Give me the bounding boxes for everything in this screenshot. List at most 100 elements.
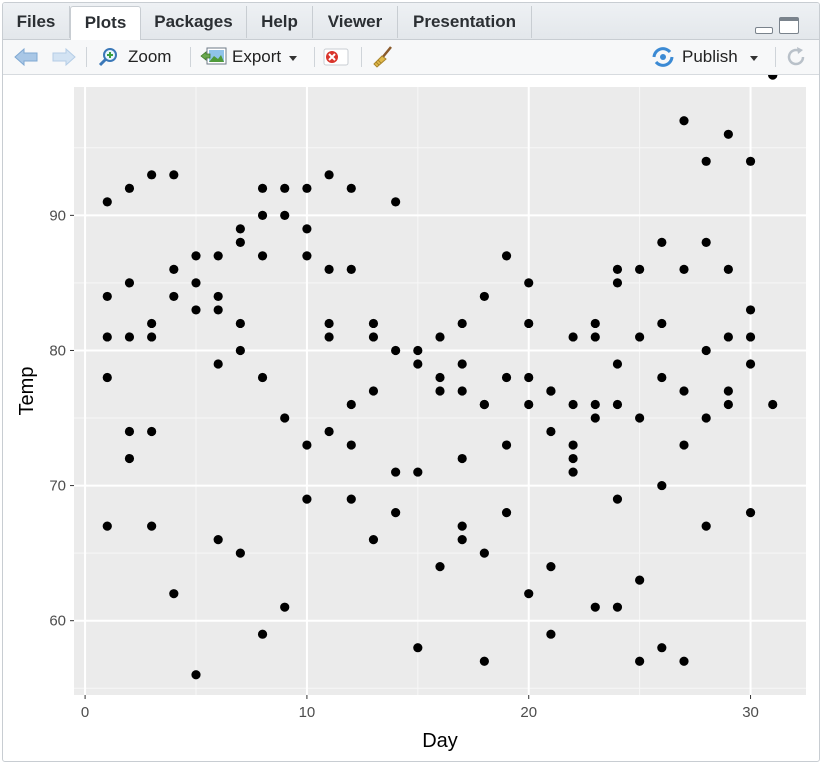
- tab-help[interactable]: Help: [247, 6, 313, 38]
- tab-plots[interactable]: Plots: [70, 6, 141, 40]
- data-point: [413, 345, 423, 356]
- data-point: [679, 264, 689, 274]
- x-tick-label: 0: [81, 704, 89, 721]
- tab-label: Viewer: [327, 12, 383, 31]
- data-point: [524, 399, 534, 410]
- data-point: [457, 453, 467, 464]
- data-point: [302, 440, 312, 450]
- data-point: [479, 291, 489, 302]
- data-point: [590, 602, 600, 612]
- data-point: [191, 251, 201, 261]
- data-point: [657, 237, 667, 247]
- clear-all-plots-button[interactable]: [371, 40, 395, 74]
- data-point: [635, 575, 645, 585]
- data-point: [457, 521, 467, 531]
- data-point: [679, 656, 689, 666]
- data-point: [568, 453, 578, 464]
- data-point: [546, 426, 556, 437]
- data-point: [213, 305, 223, 315]
- data-point: [612, 278, 623, 288]
- back-arrow-icon[interactable]: [13, 40, 39, 74]
- data-point: [745, 332, 756, 342]
- data-point: [590, 318, 600, 329]
- data-point: [257, 629, 268, 639]
- data-point: [257, 372, 268, 383]
- publish-icon: [652, 47, 674, 67]
- data-point: [235, 237, 245, 247]
- data-point: [701, 156, 711, 166]
- tab-files[interactable]: Files: [3, 6, 70, 38]
- window-controls: [755, 17, 803, 37]
- data-point: [501, 251, 512, 261]
- data-point: [235, 345, 245, 356]
- data-point: [368, 386, 379, 396]
- data-point: [657, 643, 667, 653]
- data-point: [191, 305, 201, 315]
- minimize-pane-button[interactable]: [755, 27, 773, 34]
- data-point: [124, 183, 135, 193]
- data-point: [324, 426, 334, 437]
- publish-button[interactable]: Publish: [650, 40, 758, 74]
- data-point: [346, 399, 356, 410]
- zoom-button[interactable]: Zoom: [97, 40, 171, 74]
- data-point: [235, 548, 245, 558]
- data-point: [257, 183, 268, 193]
- data-point: [701, 345, 711, 356]
- data-point: [723, 264, 733, 274]
- data-point: [124, 332, 135, 342]
- refresh-icon: [787, 47, 805, 66]
- data-point: [635, 332, 645, 342]
- data-point: [102, 291, 112, 302]
- data-point: [391, 467, 401, 477]
- data-point: [213, 291, 223, 302]
- data-point: [102, 197, 112, 207]
- data-point: [723, 399, 733, 410]
- data-point: [457, 318, 467, 329]
- export-button[interactable]: Export: [200, 40, 298, 74]
- data-point: [302, 224, 312, 234]
- data-point: [191, 278, 201, 288]
- data-point: [701, 413, 711, 423]
- data-point: [124, 426, 135, 437]
- x-tick-label: 20: [520, 704, 537, 721]
- plot-canvas: 0 10 20 30 60 70 80 90 Day Temp: [3, 70, 819, 761]
- y-tick-label: 70: [49, 478, 66, 495]
- data-point: [391, 345, 401, 356]
- tab-presentation[interactable]: Presentation: [398, 6, 532, 38]
- data-point: [590, 332, 600, 342]
- data-point: [302, 494, 312, 504]
- tab-packages[interactable]: Packages: [141, 6, 247, 38]
- tab-bar: Files Plots Packages Help Viewer Present…: [3, 3, 819, 40]
- refresh-button[interactable]: [784, 40, 808, 74]
- data-point: [147, 521, 157, 531]
- tab-label: Packages: [154, 12, 233, 31]
- tab-viewer[interactable]: Viewer: [313, 6, 398, 38]
- data-point: [657, 372, 667, 383]
- broom-icon: [373, 46, 392, 68]
- data-point: [169, 170, 179, 180]
- toolbar-divider: [361, 47, 362, 67]
- data-point: [413, 359, 423, 369]
- data-point: [679, 386, 689, 396]
- data-point: [524, 372, 534, 383]
- data-point: [324, 264, 334, 274]
- data-point: [102, 521, 112, 531]
- data-point: [280, 210, 290, 220]
- data-point: [213, 535, 223, 545]
- data-point: [568, 399, 578, 410]
- remove-plot-button[interactable]: [323, 40, 349, 74]
- data-point: [324, 318, 334, 329]
- data-point: [346, 183, 356, 193]
- data-point: [368, 332, 379, 342]
- x-axis-title: Day: [422, 730, 458, 752]
- y-axis-title: Temp: [16, 367, 38, 416]
- data-point: [546, 386, 556, 396]
- data-point: [524, 589, 534, 599]
- x-tick-label: 30: [742, 704, 759, 721]
- data-point: [723, 129, 733, 139]
- maximize-pane-button[interactable]: [779, 17, 799, 34]
- forward-arrow-icon[interactable]: [51, 40, 77, 74]
- data-point: [257, 210, 268, 220]
- export-chevron-down-icon: [289, 56, 298, 61]
